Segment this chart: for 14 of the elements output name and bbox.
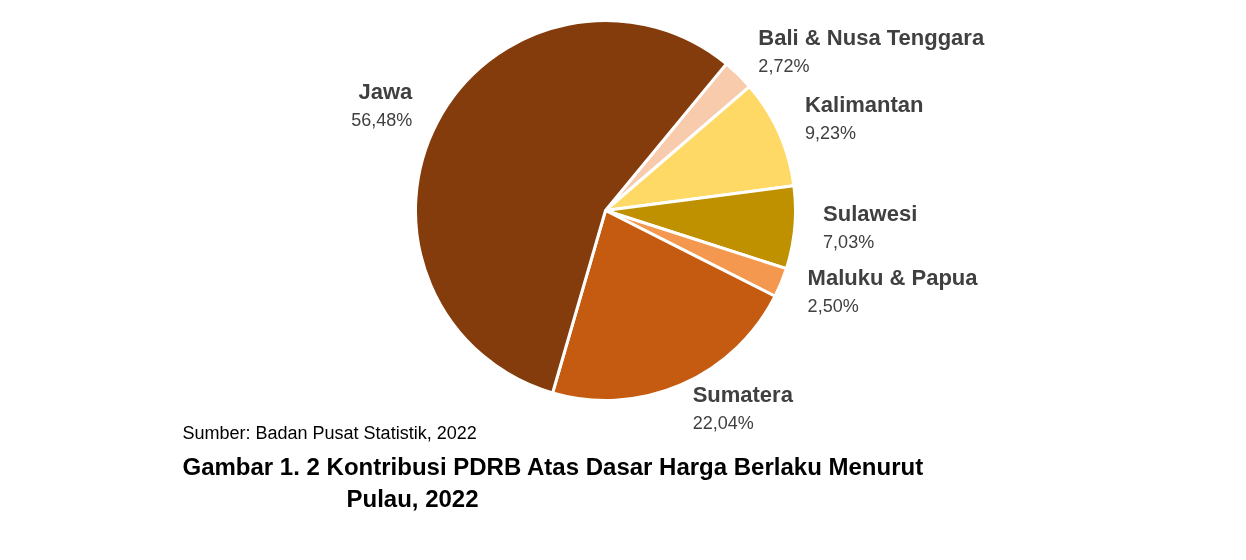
slice-label: Kalimantan xyxy=(804,92,924,118)
slice-label: Maluku & Papua xyxy=(807,264,979,290)
data-label: 2,50% xyxy=(807,295,859,316)
data-label: 2,72% xyxy=(758,56,810,77)
slice-label: Bali & Nusa Tenggara xyxy=(758,25,985,51)
slice-label: Sulawesi xyxy=(823,201,918,227)
data-label: 7,03% xyxy=(823,232,875,253)
data-label: 56,48% xyxy=(351,110,413,131)
data-label: 22,04% xyxy=(692,412,754,433)
data-label: 9,23% xyxy=(804,123,857,144)
slice-label: Jawa xyxy=(358,79,414,105)
text: Gambar 1. 2 Kontribusi PDRB Atas Dasar Harga Berlaku Menurut Pulau, 2022 xyxy=(182,453,924,512)
slice-label: Sumatera xyxy=(692,381,794,407)
text: Sumber: Badan Pusat Statistik, 2022 xyxy=(182,422,477,443)
